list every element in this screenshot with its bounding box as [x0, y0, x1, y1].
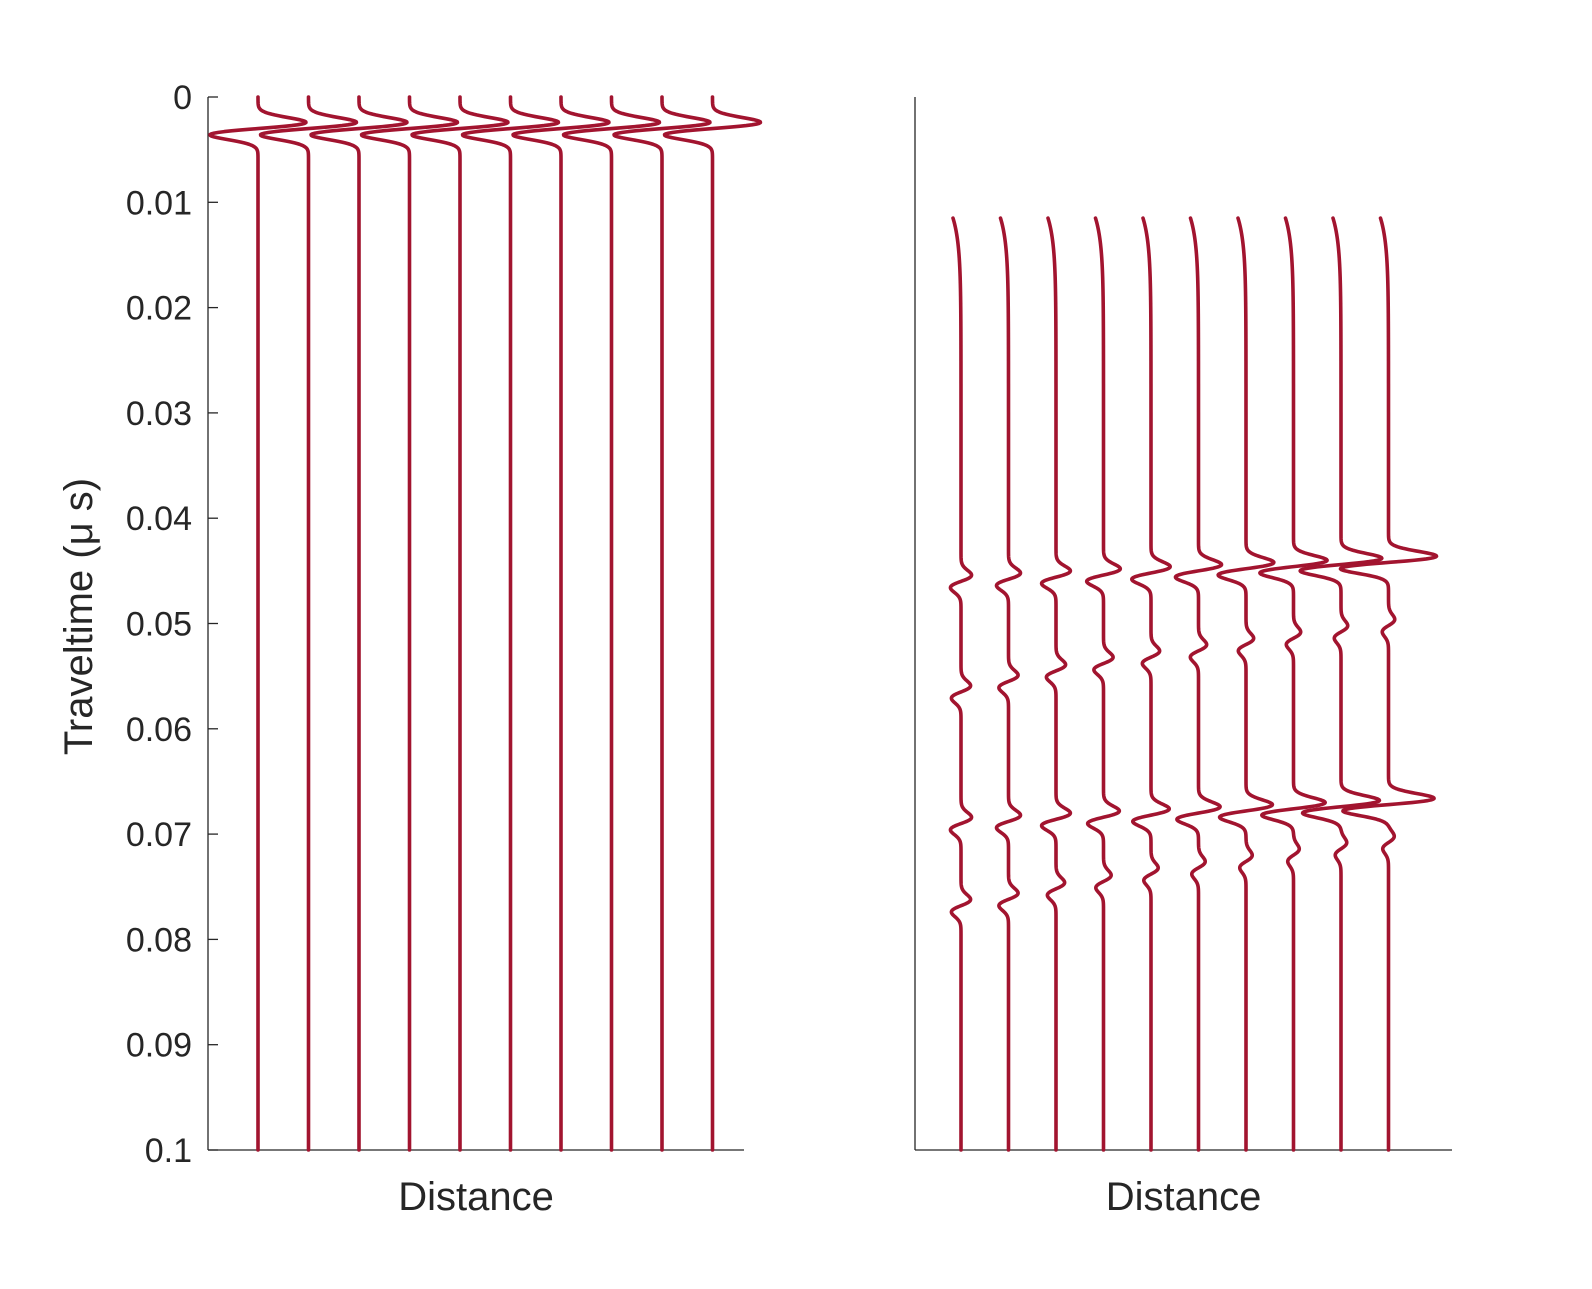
- trace-line: [561, 95, 662, 1152]
- trace-line: [359, 95, 460, 1152]
- trace-line: [612, 95, 712, 1152]
- trace-line: [994, 216, 1023, 1152]
- right-panel: Distance: [914, 97, 1452, 1219]
- left-panel: 0 0.01 0.02 0.03 0.04 0.05 0.06 0.07 0.08 0.09 0.1…: [57, 79, 763, 1219]
- trace-line: [1173, 216, 1224, 1152]
- y-tick-label: 0.07: [126, 816, 192, 854]
- trace-line: [460, 95, 561, 1152]
- trace-line: [1298, 216, 1384, 1152]
- trace-line: [511, 95, 611, 1152]
- trace-line: [1039, 216, 1073, 1152]
- y-tick-label: 0.1: [145, 1132, 192, 1170]
- y-tick-label: 0: [173, 79, 192, 117]
- trace-line: [258, 95, 359, 1152]
- trace-line: [1338, 216, 1439, 1152]
- trace-line: [1084, 216, 1123, 1152]
- y-tick-label: 0.09: [126, 1027, 192, 1065]
- y-tick-label: 0.06: [126, 711, 192, 749]
- trace-line: [208, 95, 308, 1152]
- x-axis-label: Distance: [1106, 1175, 1262, 1219]
- trace-line: [1258, 216, 1329, 1152]
- y-tick-label: 0.04: [126, 500, 192, 538]
- y-tick-label: 0.05: [126, 606, 192, 644]
- trace-line: [662, 95, 763, 1152]
- y-tick-label: 0.08: [126, 921, 192, 959]
- x-axis-label: Distance: [398, 1175, 554, 1219]
- trace-line: [410, 95, 510, 1152]
- trace-line: [1216, 216, 1276, 1152]
- trace-line: [309, 95, 409, 1152]
- y-tick-label: 0.02: [126, 290, 192, 328]
- trace-line: [1130, 216, 1172, 1152]
- trace-line: [948, 216, 974, 1152]
- y-axis-label: Traveltime (μ s): [57, 478, 101, 755]
- y-tick-label: 0.03: [126, 395, 192, 433]
- y-tick-label: 0.01: [126, 184, 192, 222]
